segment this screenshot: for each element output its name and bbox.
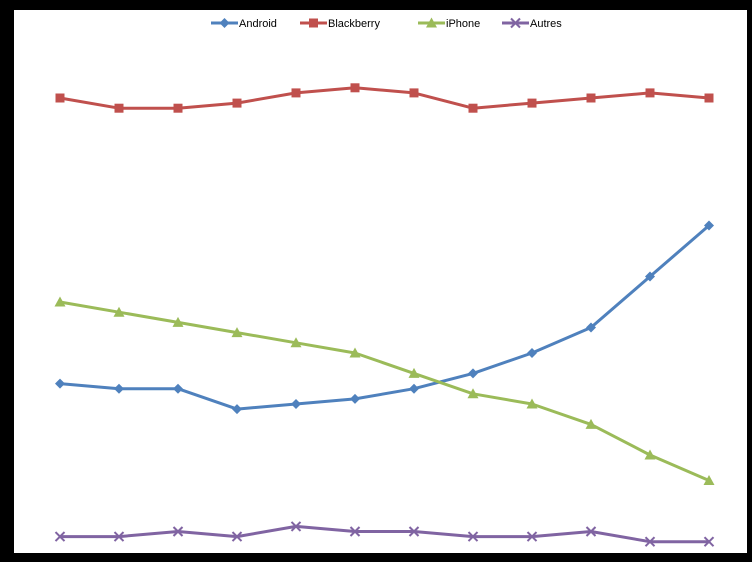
legend-label-android: Android (239, 18, 277, 30)
data-point-autres (467, 531, 479, 542)
data-point-android (586, 322, 596, 333)
data-point-autres (54, 531, 66, 542)
legend-label-autres: Autres (530, 18, 562, 30)
series-line-blackberry (58, 86, 711, 110)
data-point-blackberry (468, 103, 478, 113)
data-point-blackberry (114, 103, 124, 113)
data-point-blackberry (173, 103, 183, 113)
data-point-autres (231, 531, 243, 542)
legend-item-blackberry: Blackberry (300, 18, 380, 30)
data-point-android (114, 383, 124, 394)
data-point-blackberry (55, 93, 65, 103)
data-point-android (232, 404, 242, 415)
data-point-iphone (526, 398, 538, 409)
data-point-blackberry (232, 98, 242, 108)
data-point-blackberry (291, 88, 301, 98)
data-point-autres (172, 526, 184, 537)
data-point-blackberry (586, 93, 596, 103)
data-point-blackberry (704, 93, 714, 103)
data-point-blackberry (409, 88, 419, 98)
data-point-autres (290, 521, 302, 532)
data-point-iphone (349, 347, 361, 358)
data-point-autres (644, 536, 656, 547)
series-line-iphone (58, 300, 711, 482)
data-point-android (409, 383, 419, 394)
data-point-android (468, 368, 478, 379)
data-point-iphone (172, 316, 184, 327)
legend-label-iphone: iPhone (446, 18, 480, 30)
legend: Android Blackberry iPhone Autres (211, 17, 562, 30)
plot-area (54, 83, 715, 547)
data-point-android (350, 393, 360, 404)
data-point-autres (408, 526, 420, 537)
data-point-android (704, 220, 714, 231)
data-point-blackberry (527, 98, 537, 108)
data-point-autres (113, 531, 125, 542)
data-point-iphone (703, 475, 715, 485)
data-point-android (173, 383, 183, 394)
legend-item-autres: Autres (502, 17, 562, 30)
data-point-android (645, 271, 655, 282)
data-point-iphone (54, 296, 66, 307)
data-point-iphone (644, 449, 656, 460)
data-point-iphone (231, 327, 243, 338)
data-point-iphone (467, 388, 479, 399)
legend-marker-android (219, 18, 230, 28)
series-line-android (58, 224, 711, 411)
data-point-autres (526, 531, 538, 542)
series-line-autres (58, 524, 711, 544)
data-point-iphone (585, 418, 597, 429)
data-point-blackberry (350, 83, 360, 93)
data-point-android (291, 399, 301, 409)
data-point-autres (703, 536, 715, 547)
legend-item-iphone: iPhone (418, 17, 480, 30)
data-point-iphone (408, 367, 420, 378)
legend-label-blackberry: Blackberry (328, 18, 380, 30)
data-point-android (55, 378, 65, 389)
data-point-autres (585, 526, 597, 537)
legend-item-android: Android (211, 18, 277, 30)
legend-marker-autres (510, 17, 521, 29)
legend-marker-blackberry (309, 18, 318, 28)
chart-area: Android Blackberry iPhone Autres (14, 10, 747, 553)
data-point-iphone (290, 337, 302, 348)
line-chart: Android Blackberry iPhone Autres (54, 17, 715, 547)
data-point-blackberry (645, 88, 655, 98)
legend-marker-iphone (426, 17, 437, 28)
data-point-android (527, 348, 537, 358)
data-point-autres (349, 526, 361, 537)
data-point-iphone (113, 306, 125, 317)
